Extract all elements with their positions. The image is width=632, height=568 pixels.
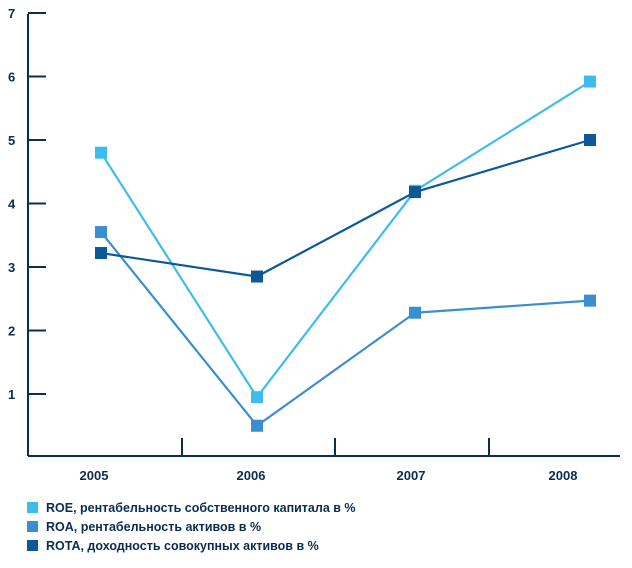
legend: ROE, рентабельность собственного капитал… xyxy=(27,501,356,553)
series-3-point-2005 xyxy=(95,247,107,260)
series-line-2 xyxy=(100,231,591,427)
series-layer xyxy=(95,75,596,432)
legend-swatch-3 xyxy=(27,540,38,551)
legend-swatch-1 xyxy=(27,502,38,513)
series-1-point-2005 xyxy=(95,146,107,159)
series-3-point-2007 xyxy=(409,186,421,199)
x-tick-label-2005: 2005 xyxy=(80,468,109,483)
x-tick-label-2008: 2008 xyxy=(549,468,578,483)
series-line-3 xyxy=(100,138,591,278)
legend-swatch-2 xyxy=(27,521,38,532)
y-tick-label-5: 5 xyxy=(8,133,15,148)
legend-label-3: ROTA, доходность совокупных активов в % xyxy=(46,539,319,553)
series-1-point-2008 xyxy=(584,75,596,88)
y-tick-label-1: 1 xyxy=(8,387,15,402)
y-tick-label-3: 3 xyxy=(8,260,15,275)
legend-label-2: ROA, рентабельность активов в % xyxy=(46,520,261,534)
series-3-point-2008 xyxy=(584,134,596,146)
axes: 1 2 3 4 5 6 7 2005 2006 2007 2008 xyxy=(8,6,620,483)
x-tick-label-2007: 2007 xyxy=(397,468,426,483)
series-2-point-2007 xyxy=(409,306,421,319)
series-3-point-2006 xyxy=(251,270,263,283)
legend-label-1: ROE, рентабельность собственного капитал… xyxy=(46,501,356,515)
y-tick-label-7: 7 xyxy=(8,6,15,21)
series-line-1 xyxy=(100,80,591,399)
x-tick-label-2006: 2006 xyxy=(237,468,266,483)
series-2-point-2006 xyxy=(251,419,263,432)
y-tick-label-2: 2 xyxy=(8,324,15,339)
series-1-point-2006 xyxy=(251,391,263,404)
series-2-point-2008 xyxy=(584,294,596,307)
series-2-point-2005 xyxy=(95,226,107,239)
y-tick-label-4: 4 xyxy=(8,197,16,212)
y-tick-label-6: 6 xyxy=(8,70,15,85)
